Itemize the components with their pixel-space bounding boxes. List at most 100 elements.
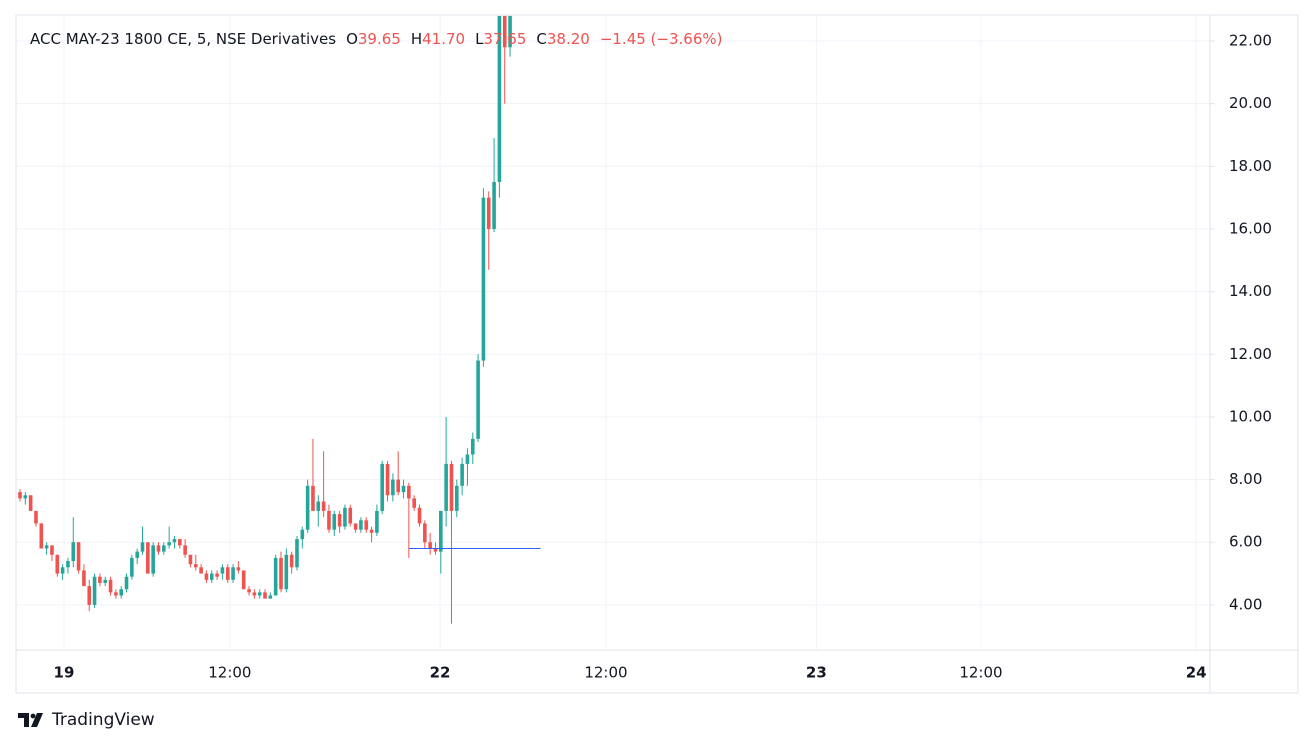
candle-body [60, 567, 65, 574]
candle-body [401, 485, 406, 493]
candle-body [55, 554, 60, 574]
legend: ACC MAY-23 1800 CE, 5, NSE Derivatives O… [30, 30, 722, 48]
candle-body [391, 479, 395, 496]
candle-body [28, 495, 33, 511]
x-tick-label: 12:00 [584, 664, 627, 682]
candle-body [193, 564, 198, 568]
candle-body [439, 510, 443, 552]
candle-body [82, 570, 86, 587]
candle-body [502, 15, 507, 48]
candle-body [183, 545, 187, 555]
x-tick-label: 23 [806, 664, 827, 682]
change: −1.45 (−3.66%) [599, 30, 723, 48]
candle-body [369, 529, 374, 533]
candle-body [268, 595, 273, 599]
candle-body [289, 554, 294, 568]
candle-body [375, 510, 379, 533]
y-tick-label: 8.00 [1229, 470, 1262, 488]
high-value: 41.70 [422, 30, 466, 48]
candle-body [316, 501, 321, 511]
brand-logo [18, 713, 43, 727]
candle-body [407, 485, 411, 499]
candle-body [348, 507, 353, 524]
candle-body [241, 570, 246, 590]
candle-body [263, 592, 267, 599]
brand[interactable]: TradingView [18, 710, 155, 730]
candle-body [236, 567, 241, 571]
candle-body [465, 454, 470, 464]
candle-body [252, 592, 257, 596]
candle-body [364, 520, 369, 530]
candle-body [204, 573, 209, 580]
candle-body [114, 592, 118, 596]
candle-body [385, 463, 390, 496]
candle-body [380, 463, 385, 511]
x-tick-label: 24 [1186, 664, 1207, 682]
low-label: L [475, 30, 484, 48]
candle-body [71, 542, 76, 562]
y-tick-label: 6.00 [1229, 533, 1262, 551]
candle-body [428, 542, 432, 549]
candle-body [87, 586, 92, 605]
candle-body [300, 529, 305, 540]
symbol: ACC MAY-23 1800 CE, 5, NSE Derivatives [30, 30, 337, 48]
candle-body [177, 539, 182, 546]
candle-body [343, 507, 347, 527]
candle-body [34, 510, 38, 524]
candle-body [231, 567, 235, 580]
candle-body [295, 539, 299, 568]
y-tick-label: 10.00 [1229, 407, 1272, 425]
high-label: H [410, 30, 423, 48]
candle-body [119, 589, 124, 596]
candle-body [108, 579, 113, 593]
candle-body [327, 510, 331, 530]
candle-body [476, 360, 480, 439]
candle-body [225, 567, 230, 580]
candle-body [412, 498, 416, 508]
candle-body [305, 485, 310, 530]
candle-body [103, 579, 108, 583]
candle-body [18, 492, 22, 499]
candle-body [98, 576, 102, 583]
x-tick-label: 22 [430, 664, 451, 682]
candle-body [497, 15, 502, 182]
x-tick-label: 12:00 [959, 664, 1002, 682]
y-tick-label: 22.00 [1229, 32, 1272, 50]
candle-body [124, 576, 129, 590]
candle-body [396, 479, 400, 493]
candle-body [433, 548, 438, 552]
candle-body [151, 545, 155, 574]
candle-body [76, 542, 81, 571]
y-tick-label: 12.00 [1229, 345, 1272, 363]
close-value: 38.20 [546, 30, 590, 48]
candle-body [220, 567, 225, 574]
candle-body [199, 567, 203, 574]
candle-body [481, 197, 486, 361]
open-value: 39.65 [357, 30, 401, 48]
candle-body [23, 495, 28, 499]
candle-body [39, 523, 44, 549]
y-tick-label: 16.00 [1229, 219, 1272, 237]
close-label: C [536, 30, 547, 48]
candle-body [284, 554, 289, 590]
low-value: 37.65 [483, 30, 527, 48]
candle-body [508, 15, 512, 48]
candle-body [454, 485, 459, 511]
candle-body [130, 557, 134, 577]
candle-body [66, 561, 70, 568]
y-tick-label: 18.00 [1229, 157, 1272, 175]
candle-body [311, 485, 315, 511]
y-tick-label: 20.00 [1229, 94, 1272, 112]
candle-body [44, 545, 49, 549]
candle-body [92, 576, 97, 605]
candle-body [247, 589, 251, 593]
candle-body [417, 507, 422, 524]
candle-body [50, 545, 54, 555]
candle-body [140, 542, 145, 552]
candle-body [172, 539, 177, 543]
candle-body [321, 501, 326, 511]
candle-body [486, 197, 491, 229]
brand-name: TradingView [52, 710, 155, 730]
